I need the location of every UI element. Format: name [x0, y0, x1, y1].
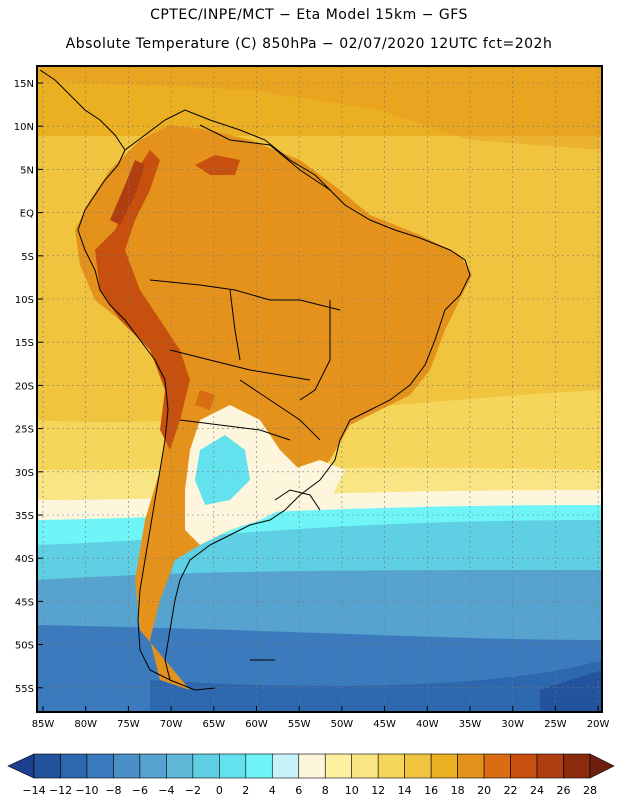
colorbar-cell	[457, 753, 485, 779]
colorbar-cell	[510, 753, 538, 779]
lon-label: 85W	[32, 719, 55, 730]
lon-label: 50W	[331, 719, 354, 730]
temperature-field	[37, 66, 602, 712]
colorbar-cell	[166, 753, 194, 779]
colorbar-label: −10	[75, 784, 98, 797]
colorbar-cell	[351, 753, 379, 779]
lat-label: 15S	[15, 338, 34, 349]
colorbar-label: 10	[345, 784, 359, 797]
colorbar-label: 6	[295, 784, 302, 797]
lon-label: 40W	[416, 719, 439, 730]
map-frame	[36, 65, 603, 713]
colorbar-cell	[113, 753, 141, 779]
chart-title-line2: Absolute Temperature (C) 850hPa − 02/07/…	[65, 36, 553, 52]
colorbar-cell	[271, 753, 300, 779]
lon-label: 75W	[117, 719, 140, 730]
colorbar-cell	[192, 753, 220, 779]
lat-label: 35S	[15, 511, 34, 522]
colorbar	[7, 753, 615, 779]
colorbar-label: 18	[451, 784, 465, 797]
colorbar-cell	[245, 753, 273, 779]
lon-label: 80W	[74, 719, 97, 730]
lon-label: 30W	[501, 719, 524, 730]
lat-label: 30S	[15, 468, 34, 479]
colorbar-arrow-low	[7, 753, 35, 779]
colorbar-label: −12	[49, 784, 72, 797]
colorbar-label: 4	[269, 784, 276, 797]
lon-label: 70W	[160, 719, 183, 730]
longitude-axis: 85W 80W 75W 70W 65W 60W 55W 50W 45W 40W 35W 30W 25W 2…	[32, 706, 610, 730]
lon-label: 60W	[245, 719, 268, 730]
coastline	[39, 69, 471, 691]
colorbar-label: 8	[322, 784, 329, 797]
colorbar-cell	[563, 753, 591, 779]
colorbar-label: −14	[22, 784, 45, 797]
graticule	[37, 66, 602, 712]
lon-label: 45W	[373, 719, 396, 730]
colorbar-label: −8	[105, 784, 121, 797]
latitude-axis: 15N 10N 5N EQ 5S 10S 15S 20S 25S 30S 35S 40S 45S 50S 5…	[14, 79, 43, 695]
colorbar-label: 20	[477, 784, 491, 797]
colorbar-cell	[298, 753, 326, 779]
colorbar-cell	[324, 753, 353, 779]
colorbar-cell	[536, 753, 564, 779]
lat-label: 40S	[15, 554, 34, 565]
colorbar-cell	[377, 753, 405, 779]
lat-label: 10S	[15, 295, 34, 306]
lon-label: 35W	[459, 719, 482, 730]
lon-label: 20W	[587, 719, 610, 730]
lat-label: 10N	[14, 122, 34, 133]
colorbar-label: 0	[216, 784, 223, 797]
lat-label: 55S	[15, 684, 34, 695]
lat-label: EQ	[20, 209, 34, 220]
colorbar-label: −4	[158, 784, 174, 797]
colorbar-label: −6	[132, 784, 148, 797]
lat-label: 25S	[15, 425, 34, 436]
colorbar-label: 28	[583, 784, 597, 797]
colorbar-cell	[33, 753, 61, 779]
lat-label: 20S	[15, 381, 34, 392]
colorbar-cell	[86, 753, 114, 779]
colorbar-label: 22	[504, 784, 518, 797]
colorbar-label: 16	[424, 784, 438, 797]
colorbar-label: 24	[530, 784, 544, 797]
colorbar-arrow-high	[589, 753, 615, 779]
lon-label: 65W	[202, 719, 225, 730]
lon-label: 55W	[288, 719, 311, 730]
colorbar-cell	[483, 753, 511, 779]
colorbar-labels: −14 −12 −10 −8 −6 −4 −2 0 2 4 6 8 10 12 14 16 18 20 22 24 26…	[22, 784, 597, 797]
colorbar-label: 2	[242, 784, 249, 797]
colorbar-cell	[404, 753, 432, 779]
colorbar-cell	[430, 753, 458, 779]
lat-label: 5S	[21, 252, 34, 263]
lat-label: 50S	[15, 641, 34, 652]
colorbar-cell	[139, 753, 167, 779]
colorbar-label: 26	[557, 784, 571, 797]
lat-label: 5N	[20, 165, 34, 176]
lat-label: 45S	[15, 597, 34, 608]
colorbar-label: 12	[371, 784, 385, 797]
colorbar-label: 14	[398, 784, 412, 797]
chart-title-line1: CPTEC/INPE/MCT − Eta Model 15km − GFS	[150, 7, 468, 23]
colorbar-cell	[219, 753, 247, 779]
colorbar-label: −2	[185, 784, 201, 797]
lon-label: 25W	[544, 719, 567, 730]
lat-label: 15N	[14, 79, 34, 90]
colorbar-cell	[60, 753, 88, 779]
